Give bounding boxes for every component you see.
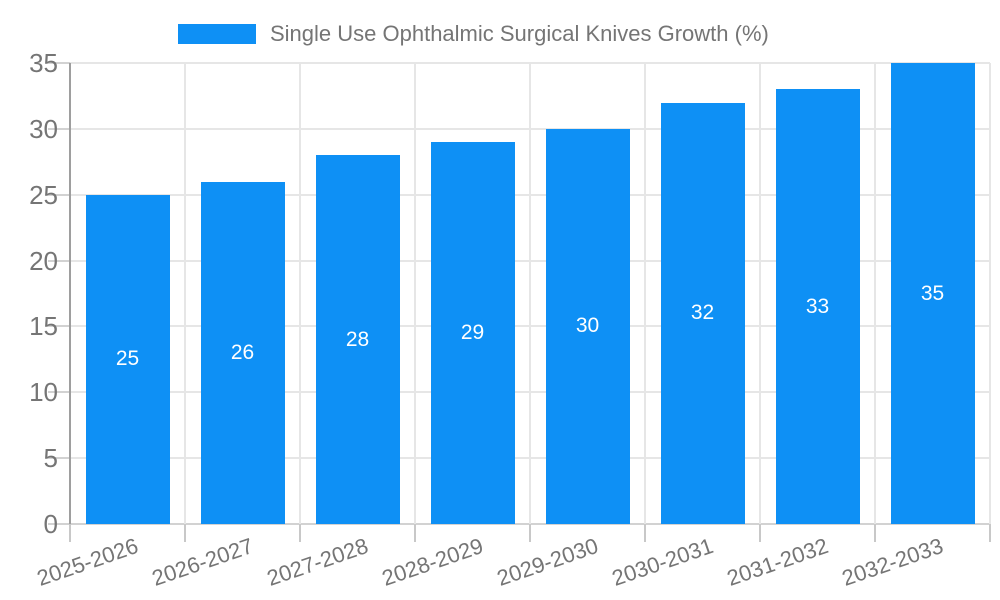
y-tick-label: 10 (29, 377, 58, 408)
bar-value-label: 25 (115, 347, 140, 371)
y-axis-tick (48, 391, 70, 394)
y-axis-tick (48, 62, 70, 64)
bar-2031-2032[interactable] (775, 89, 860, 524)
y-axis-tick (48, 457, 70, 460)
x-axis-tick (69, 524, 71, 542)
y-tick-label: 20 (29, 245, 58, 276)
y-axis-tick (48, 325, 70, 328)
bar-2029-2030[interactable] (545, 128, 630, 524)
gridline-vertical (414, 63, 416, 524)
y-tick-label: 35 (29, 48, 58, 78)
bar-2032-2033[interactable] (890, 63, 975, 524)
y-axis-line (69, 63, 71, 524)
bar-value-label: 35 (920, 281, 945, 305)
y-tick-label: 5 (43, 443, 58, 474)
x-axis-tick (529, 524, 531, 542)
x-tick-label: 2027-2028 (264, 533, 372, 591)
bar-value-label: 30 (575, 314, 600, 338)
x-tick-label: 2029-2030 (494, 533, 602, 591)
bar-value-label: 28 (345, 327, 370, 351)
y-tick-label: 0 (43, 509, 58, 539)
y-tick-label: 15 (29, 311, 58, 342)
y-tick-label: 25 (29, 179, 58, 210)
y-axis-tick (48, 193, 70, 196)
bar-2030-2031[interactable] (660, 102, 745, 524)
chart-legend[interactable]: Single Use Ophthalmic Surgical Knives Gr… (178, 21, 769, 47)
x-axis-tick (989, 524, 991, 542)
x-tick-label: 2030-2031 (609, 533, 717, 591)
gridline-vertical (759, 63, 761, 524)
bar-value-label: 26 (230, 340, 255, 364)
gridline-vertical (644, 63, 646, 524)
bar-2027-2028[interactable] (315, 155, 400, 524)
x-tick-label: 2025-2026 (34, 533, 142, 591)
gridline-vertical (529, 63, 531, 524)
x-tick-label: 2032-2033 (839, 533, 947, 591)
x-axis-tick (759, 524, 761, 542)
gridline-vertical (184, 63, 186, 524)
x-axis-tick (644, 524, 646, 542)
y-axis-tick (48, 523, 70, 525)
x-axis-tick (874, 524, 876, 542)
x-tick-label: 2031-2032 (724, 533, 832, 591)
x-axis-tick (299, 524, 301, 542)
x-axis-tick (414, 524, 416, 542)
gridline-vertical (299, 63, 301, 524)
legend-swatch-icon (178, 24, 256, 44)
bar-2025-2026[interactable] (85, 194, 170, 524)
y-axis-tick (48, 127, 70, 130)
y-tick-label: 30 (29, 113, 58, 144)
gridline-vertical (874, 63, 876, 524)
bar-value-label: 33 (805, 294, 830, 318)
y-axis-tick (48, 259, 70, 262)
bar-value-label: 29 (460, 321, 485, 344)
bar-value-label: 32 (690, 301, 715, 325)
gridline-vertical (989, 63, 991, 524)
bar-2028-2029[interactable] (430, 142, 515, 524)
x-tick-label: 2026-2027 (149, 533, 257, 591)
x-tick-label: 2028-2029 (379, 533, 487, 591)
x-axis-tick (184, 524, 186, 542)
legend-label: Single Use Ophthalmic Surgical Knives Gr… (270, 21, 769, 46)
bar-2026-2027[interactable] (200, 181, 285, 524)
